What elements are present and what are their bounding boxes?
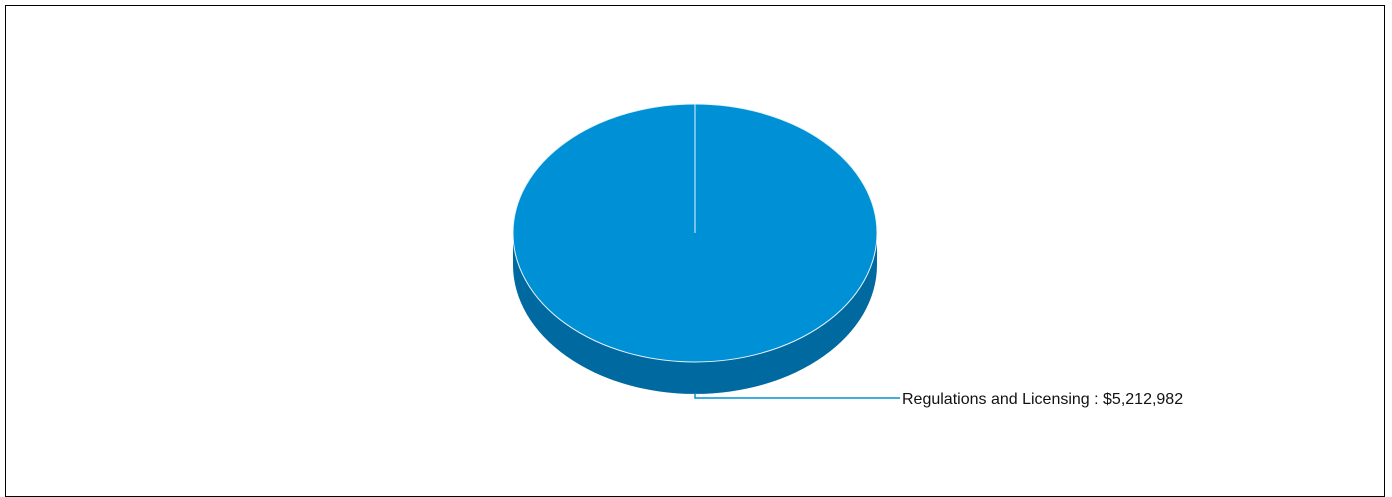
slice-labels: Regulations and Licensing : $5,212,982: [902, 391, 1183, 408]
pie-depth-side: [513, 233, 877, 394]
leader-lines: [694, 394, 900, 399]
pie-top-layer: [512, 103, 878, 363]
pie-slice-side: [513, 233, 877, 394]
slice-label: Regulations and Licensing : $5,212,982: [902, 391, 1183, 408]
leader-line: [694, 394, 900, 399]
